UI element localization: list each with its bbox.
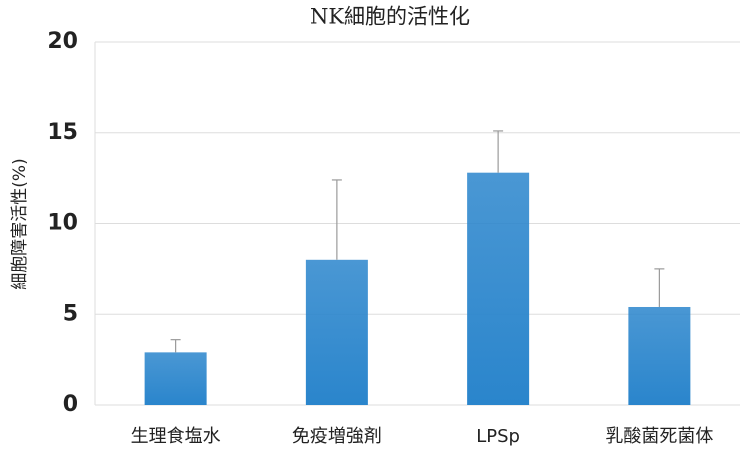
x-tick-label: 生理食塩水 — [131, 426, 221, 447]
y-tick-label: 5 — [63, 301, 78, 326]
y-tick-label: 15 — [47, 120, 78, 145]
bar — [305, 259, 368, 405]
chart-title: NK細胞的活性化 — [310, 5, 470, 29]
bar — [144, 352, 207, 405]
x-tick-label: LPSp — [476, 426, 520, 447]
y-axis-label: 細胞障害活性(%) — [10, 158, 30, 289]
bar — [467, 172, 530, 405]
y-tick-label: 0 — [63, 392, 78, 417]
x-tick-label: 免疫増強剤 — [292, 426, 382, 447]
y-tick-label: 10 — [47, 211, 78, 236]
y-tick-label: 20 — [47, 29, 78, 54]
x-tick-label: 乳酸菌死菌体 — [605, 426, 713, 447]
bar — [628, 306, 691, 405]
